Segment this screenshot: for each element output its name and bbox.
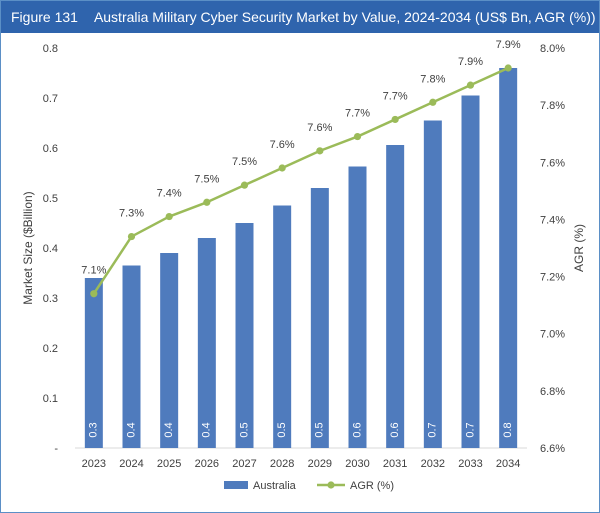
x-tick-label: 2032 <box>421 458 445 470</box>
agr-data-label: 7.1% <box>81 265 106 277</box>
x-tick-label: 2027 <box>232 458 256 470</box>
bar <box>197 238 216 448</box>
figure-header: Figure 131 Australia Military Cyber Secu… <box>1 1 599 33</box>
figure-number: Figure 131 <box>11 9 78 25</box>
figure-title: Australia Military Cyber Security Market… <box>93 9 596 25</box>
x-tick-label: 2029 <box>308 458 332 470</box>
bar <box>273 205 292 448</box>
y2-tick-label: 7.2% <box>540 272 565 284</box>
agr-data-label: 7.6% <box>307 122 332 134</box>
agr-point <box>203 198 211 206</box>
agr-data-label: 7.7% <box>345 108 370 120</box>
agr-data-label: 7.5% <box>232 156 257 168</box>
agr-point <box>240 181 249 189</box>
y-tick-label: 0.8 <box>43 43 58 55</box>
bar-data-label: 0.6 <box>351 422 363 437</box>
y2-tick-label: 6.6% <box>540 443 565 455</box>
y-tick-label: 0.4 <box>43 243 58 255</box>
x-tick-label: 2033 <box>458 458 482 470</box>
agr-point <box>429 98 437 106</box>
y2-tick-label: 7.8% <box>540 100 565 112</box>
agr-line <box>92 66 509 295</box>
x-tick-label: 2031 <box>383 458 407 470</box>
y-tick-label: - <box>54 443 58 455</box>
y-tick-label: 0.7 <box>43 93 58 105</box>
bar <box>348 166 367 448</box>
bar <box>461 95 480 448</box>
bar <box>499 68 518 448</box>
x-tick-label: 2034 <box>496 458 520 470</box>
bar <box>235 223 254 448</box>
bar <box>122 265 141 448</box>
bar <box>423 120 442 448</box>
agr-data-label: 7.9% <box>496 39 521 51</box>
agr-point <box>466 81 475 89</box>
agr-data-label: 7.6% <box>270 139 295 151</box>
x-tick-label: 2026 <box>195 458 219 470</box>
x-tick-label: 2030 <box>345 458 369 470</box>
bar-data-label: 0.3 <box>88 422 100 437</box>
bar <box>160 253 179 448</box>
bar-data-label: 0.4 <box>125 422 137 437</box>
agr-data-label: 7.3% <box>119 208 144 220</box>
agr-point <box>353 132 362 141</box>
bar-data-label: 0.8 <box>502 422 514 437</box>
y2-axis-title: AGR (%) <box>572 224 586 272</box>
x-tick-label: 2023 <box>82 458 106 470</box>
agr-point <box>316 147 324 155</box>
y-tick-label: 0.1 <box>43 393 58 405</box>
agr-point <box>391 115 399 124</box>
bar-data-label: 0.7 <box>427 422 439 437</box>
y2-tick-label: 7.0% <box>540 329 565 341</box>
y2-tick-label: 7.4% <box>540 214 565 226</box>
bar-data-label: 0.5 <box>238 422 250 437</box>
y2-tick-label: 8.0% <box>540 43 565 55</box>
bar-data-label: 0.5 <box>276 422 288 437</box>
agr-point <box>165 212 173 221</box>
bar-data-label: 0.4 <box>201 422 213 437</box>
agr-data-label: 7.9% <box>458 56 483 68</box>
bar <box>386 145 405 448</box>
agr-data-label: 7.8% <box>420 73 445 85</box>
legend-label-agr: AGR (%) <box>350 480 394 492</box>
y-tick-label: 0.6 <box>43 143 58 155</box>
y2-tick-label: 7.6% <box>540 157 565 169</box>
bar <box>310 188 329 448</box>
agr-point <box>127 232 136 241</box>
agr-point <box>504 64 512 72</box>
bar-data-label: 0.4 <box>163 422 175 437</box>
bar <box>84 278 103 448</box>
x-tick-label: 2028 <box>270 458 294 470</box>
legend-label-australia: Australia <box>253 480 297 492</box>
y-tick-label: 0.5 <box>43 193 58 205</box>
x-tick-label: 2025 <box>157 458 181 470</box>
y-tick-label: 0.3 <box>43 293 58 305</box>
agr-data-label: 7.7% <box>383 90 408 102</box>
y-tick-label: 0.2 <box>43 343 58 355</box>
x-tick-label: 2024 <box>119 458 143 470</box>
agr-data-label: 7.5% <box>194 173 219 185</box>
legend-marker-agr <box>327 481 335 489</box>
bar-data-label: 0.6 <box>389 422 401 437</box>
agr-point <box>90 290 98 298</box>
bar-data-label: 0.7 <box>464 422 476 437</box>
y2-tick-label: 6.8% <box>540 386 565 398</box>
y-axis-title: Market Size ($Billion) <box>21 191 35 304</box>
agr-point <box>278 164 286 172</box>
legend-swatch-australia <box>224 481 248 489</box>
agr-data-label: 7.4% <box>157 188 182 200</box>
bar-data-label: 0.5 <box>314 422 326 437</box>
